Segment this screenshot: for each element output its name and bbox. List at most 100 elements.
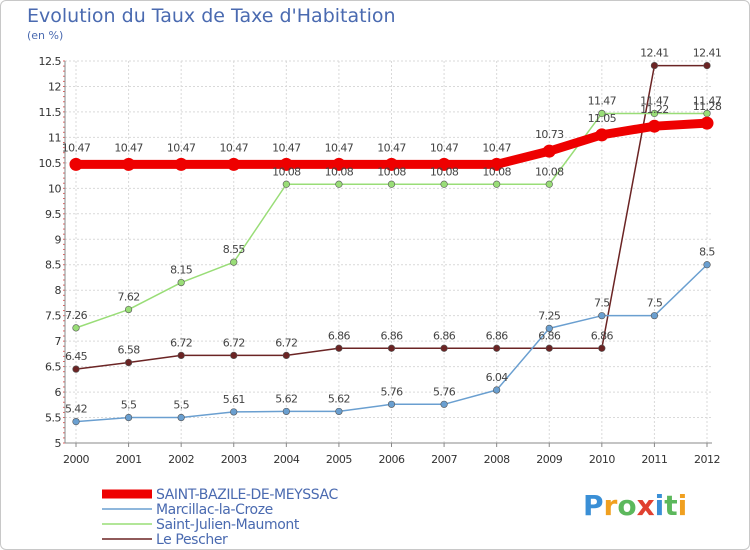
data-point	[230, 408, 238, 416]
data-label: 11.05	[588, 112, 617, 125]
data-point	[650, 109, 659, 118]
data-point	[72, 418, 80, 426]
data-point	[122, 157, 136, 171]
data-label: 8.5	[699, 246, 715, 259]
data-point	[545, 180, 553, 188]
chart-grid	[65, 60, 712, 444]
data-label: 6.45	[65, 350, 88, 363]
x-tick-label: 2008	[484, 453, 510, 466]
data-label: 10.08	[535, 165, 564, 178]
chart-unit-label: (en %)	[27, 29, 64, 42]
data-point	[598, 344, 606, 352]
x-tick-label: 2001	[116, 453, 142, 466]
data-point	[387, 400, 396, 408]
chart-axes: 5 5.5 6 6.5 7 7.5 8 8.5 9 9.5 10 10.5 11 11.5 12 12.5 20…	[39, 55, 721, 466]
data-label: 6.72	[170, 336, 192, 349]
data-label: 6.58	[118, 344, 141, 357]
y-tick-label: 7.5	[45, 310, 61, 323]
legend-label-0: SAINT-BAZILE-DE-MEYSSAC	[156, 487, 338, 503]
data-label: 6.86	[486, 329, 509, 342]
y-tick-label: 6	[55, 386, 62, 399]
data-point	[650, 61, 659, 70]
data-label: 11.22	[640, 103, 669, 116]
data-label: 10.47	[482, 141, 511, 154]
x-tick-label: 2004	[273, 453, 299, 466]
y-tick-label: 8	[55, 284, 62, 297]
data-label: 6.72	[275, 336, 297, 349]
data-point	[230, 351, 238, 359]
data-point	[335, 407, 343, 416]
y-tick-label: 9.5	[45, 208, 61, 221]
data-point	[598, 312, 606, 320]
data-label: 7.5	[594, 297, 610, 310]
data-point	[124, 305, 133, 314]
data-point	[647, 119, 661, 133]
data-point	[335, 344, 343, 352]
data-label: 10.47	[430, 141, 459, 154]
legend-label-3: Le Pescher	[156, 532, 228, 548]
data-label: 6.86	[538, 329, 561, 342]
data-point	[542, 144, 556, 158]
x-tick-label: 2002	[168, 453, 194, 466]
x-tick-label: 2003	[221, 453, 247, 466]
data-label: 5.5	[173, 399, 189, 412]
data-label: 5.76	[380, 385, 403, 398]
data-point	[493, 180, 501, 188]
chart-title: Evolution du Taux de Taxe d'Habitation	[27, 5, 396, 27]
data-label: 6.72	[223, 336, 245, 349]
data-label: 5.5	[121, 399, 137, 412]
data-point	[493, 344, 501, 352]
data-label: 6.04	[486, 371, 509, 384]
legend-label-1: Marcillac-la-Croze	[156, 502, 273, 518]
data-point	[493, 386, 501, 394]
y-tick-label: 10	[48, 182, 61, 195]
data-point	[545, 324, 553, 333]
y-tick-label: 11	[48, 131, 61, 144]
data-label: 5.62	[275, 392, 297, 405]
data-point	[440, 400, 448, 408]
data-point	[72, 324, 80, 332]
data-label: 12.41	[640, 47, 669, 60]
y-tick-label: 5	[55, 437, 62, 450]
data-label: 7.5	[647, 297, 663, 310]
legend-label-2: Saint-Julien-Maumont	[156, 517, 300, 533]
data-point	[595, 128, 609, 142]
y-tick-label: 7	[55, 335, 62, 348]
data-label: 10.08	[482, 165, 511, 178]
data-label: 7.62	[118, 291, 140, 304]
data-point	[177, 351, 185, 359]
data-point	[124, 358, 133, 367]
x-tick-label: 2010	[589, 453, 615, 466]
data-label: 6.86	[591, 329, 614, 342]
data-point	[279, 157, 293, 171]
data-label: 10.47	[377, 141, 406, 154]
data-label: 10.47	[325, 141, 354, 154]
data-label: 12.41	[693, 47, 722, 60]
data-label: 10.08	[430, 165, 459, 178]
data-point	[700, 116, 714, 130]
x-tick-label: 2006	[379, 453, 405, 466]
y-tick-label: 8.5	[45, 259, 61, 272]
data-point	[335, 180, 343, 188]
plot-area	[65, 61, 712, 443]
data-label: 10.47	[220, 141, 249, 154]
data-label: 7.25	[538, 309, 561, 322]
data-label: 5.42	[65, 403, 87, 416]
data-point	[490, 157, 504, 171]
chart-data-labels: 10.47 10.47 10.47 10.47 10.47 10.47 10.47 10.47…	[62, 47, 723, 416]
data-label: 5.61	[223, 393, 245, 406]
y-tick-label: 9	[55, 233, 62, 246]
data-point	[332, 157, 346, 171]
data-point	[437, 157, 451, 171]
chart-legend: SAINT-BAZILE-DE-MEYSSACMarcillac-la-Croz…	[102, 487, 339, 548]
data-point	[230, 258, 238, 266]
data-label: 10.08	[377, 165, 406, 178]
data-point	[385, 157, 398, 171]
data-point	[124, 413, 133, 422]
data-label: 11.47	[588, 94, 617, 107]
data-label: 5.62	[328, 392, 350, 405]
data-point	[440, 180, 448, 188]
x-tick-label: 2011	[641, 453, 667, 466]
data-label: 10.08	[325, 165, 354, 178]
